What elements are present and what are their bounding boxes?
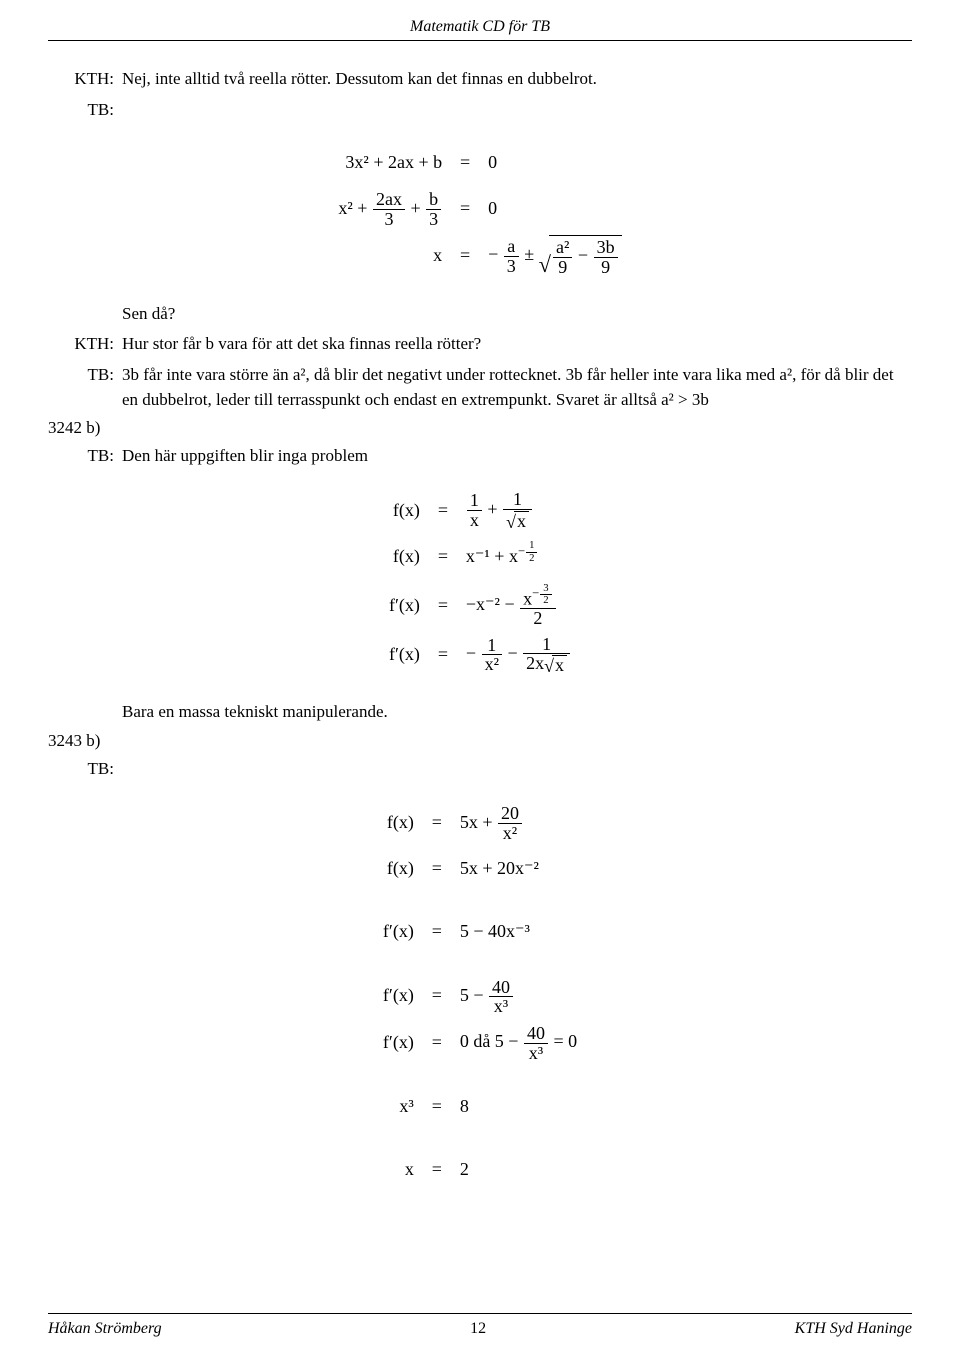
math-rhs: 0	[482, 140, 627, 186]
math-lhs: f(x)	[383, 487, 426, 534]
page-footer: Håkan Strömberg 12 KTH Syd Haninge	[48, 1313, 912, 1338]
footer-rule	[48, 1313, 912, 1314]
math-lhs: f(x)	[383, 534, 426, 580]
math-lhs: f′(x)	[377, 1019, 420, 1065]
math-lhs: f′(x)	[383, 631, 426, 678]
math-lhs: x	[377, 1147, 420, 1193]
dialogue-text: 3b får inte vara större än a², då blir d…	[122, 363, 912, 412]
dialogue-line: Sen då?	[48, 302, 912, 327]
math-rhs: − 1x² − 12x√x	[460, 631, 577, 678]
dialogue-line: KTH: Nej, inte alltid två reella rötter.…	[48, 67, 912, 92]
dialogue-text: Nej, inte alltid två reella rötter. Dess…	[122, 67, 912, 92]
footer-institution: KTH Syd Haninge	[795, 1320, 912, 1338]
dialogue-text: Bara en massa tekniskt manipulerande.	[122, 700, 912, 725]
math-eq: =	[420, 800, 454, 846]
speaker-label: TB:	[48, 363, 122, 412]
dialogue-line: TB:	[48, 98, 912, 123]
speaker-label: TB:	[48, 444, 122, 469]
math-lhs: f′(x)	[383, 580, 426, 631]
math-eq: =	[420, 909, 454, 955]
math-rhs: 0	[482, 186, 627, 232]
math-eq: =	[420, 1019, 454, 1065]
speaker-label: KTH:	[48, 67, 122, 92]
math-eq: =	[448, 186, 482, 232]
math-rhs: x⁻¹ + x−12	[460, 534, 577, 580]
dialogue-line: TB: Den här uppgiften blir inga problem	[48, 444, 912, 469]
subsection-label: 3243 b)	[48, 731, 912, 751]
math-eq: =	[426, 487, 460, 534]
math-rhs: 5x + 20x⁻²	[454, 846, 583, 892]
math-rhs: 0 då 5 − 40x³ = 0	[454, 1019, 583, 1065]
math-eq: =	[448, 232, 482, 280]
math-block-3: f(x) = 5x + 20x² f(x) = 5x + 20x⁻² f′(x)…	[48, 800, 912, 1193]
header-rule	[48, 40, 912, 41]
header-title: Matematik CD för TB	[48, 18, 912, 36]
math-eq: =	[420, 973, 454, 1019]
subsection-label: 3242 b)	[48, 418, 912, 438]
dialogue-line: Bara en massa tekniskt manipulerande.	[48, 700, 912, 725]
math-rhs: 1x + 1√x	[460, 487, 577, 534]
math-eq: =	[426, 631, 460, 678]
footer-page-number: 12	[470, 1320, 486, 1338]
math-rhs: 5 − 40x³	[454, 973, 583, 1019]
math-eq: =	[426, 580, 460, 631]
math-block-1: 3x² + 2ax + b = 0 x² + 2ax3 + b3 = 0 x	[48, 140, 912, 279]
math-lhs: 3x² + 2ax + b	[332, 140, 448, 186]
math-lhs: f′(x)	[377, 909, 420, 955]
math-lhs: f′(x)	[377, 973, 420, 1019]
math-lhs: x	[332, 232, 448, 280]
math-rhs: 2	[454, 1147, 583, 1193]
math-eq: =	[420, 1084, 454, 1130]
speaker-label: TB:	[48, 98, 122, 123]
math-lhs: x² + 2ax3 + b3	[332, 186, 448, 232]
math-rhs: 8	[454, 1084, 583, 1130]
math-rhs: 5 − 40x⁻³	[454, 909, 583, 955]
math-lhs: f(x)	[377, 800, 420, 846]
math-eq: =	[448, 140, 482, 186]
speaker-label: KTH:	[48, 332, 122, 357]
math-rhs: −x⁻² − x−32 2	[460, 580, 577, 631]
footer-author: Håkan Strömberg	[48, 1320, 162, 1338]
math-eq: =	[426, 534, 460, 580]
math-eq: =	[420, 846, 454, 892]
math-rhs: − a3 ± √ a²9 − 3b9	[482, 232, 627, 280]
math-lhs: x³	[377, 1084, 420, 1130]
math-eq: =	[420, 1147, 454, 1193]
math-rhs: 5x + 20x²	[454, 800, 583, 846]
dialogue-line: TB:	[48, 757, 912, 782]
speaker-label: TB:	[48, 757, 122, 782]
dialogue-text: Sen då?	[122, 302, 912, 327]
dialogue-line: KTH: Hur stor får b vara för att det ska…	[48, 332, 912, 357]
math-lhs: f(x)	[377, 846, 420, 892]
math-block-2: f(x) = 1x + 1√x f(x) = x⁻¹ + x−12	[48, 487, 912, 678]
dialogue-text: Den här uppgiften blir inga problem	[122, 444, 912, 469]
dialogue-line: TB: 3b får inte vara större än a², då bl…	[48, 363, 912, 412]
dialogue-text: Hur stor får b vara för att det ska finn…	[122, 332, 912, 357]
